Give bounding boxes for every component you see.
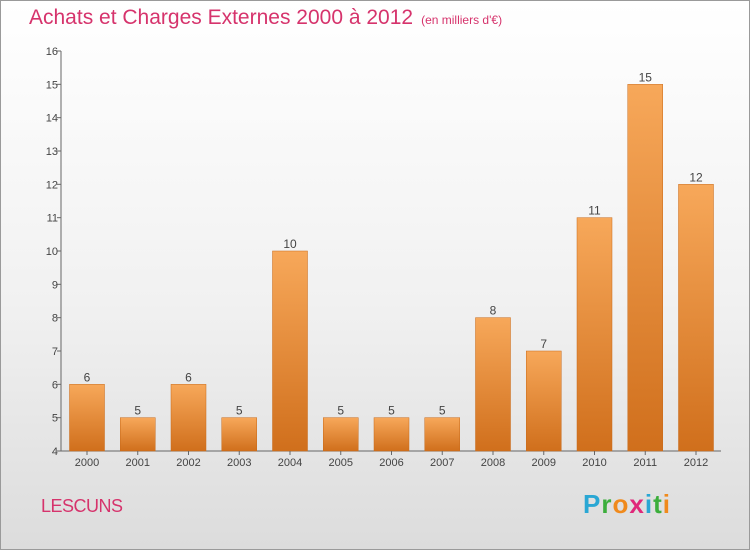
y-tick-label: 6	[52, 379, 58, 391]
x-tick-label: 2008	[481, 457, 505, 469]
y-tick-label: 4	[52, 446, 58, 458]
x-tick-label: 2005	[329, 457, 353, 469]
y-tick-label: 12	[46, 179, 58, 191]
data-label: 8	[490, 304, 497, 318]
logo-letter: o	[612, 489, 630, 519]
bar	[424, 417, 460, 452]
data-label: 15	[639, 70, 653, 84]
y-tick-label: 9	[52, 279, 58, 291]
bar	[678, 184, 714, 452]
x-tick-label: 2006	[379, 457, 403, 469]
commune-name: LESCUNS	[41, 496, 123, 516]
x-tick-label: 2001	[126, 457, 150, 469]
bar	[272, 250, 308, 452]
x-tick-label: 2003	[227, 457, 251, 469]
chart-unit: (en milliers d'€)	[421, 13, 503, 27]
bar	[69, 384, 105, 452]
proxiti-logo[interactable]: Proxiti	[583, 489, 671, 520]
data-label: 12	[689, 170, 703, 184]
data-label: 5	[388, 404, 395, 418]
x-tick-label: 2002	[176, 457, 200, 469]
logo-letter: t	[653, 489, 663, 519]
y-tick-label: 8	[52, 313, 58, 325]
y-tick-label: 13	[46, 146, 58, 158]
bar	[323, 417, 359, 452]
bar	[373, 417, 410, 452]
x-tick-label: 2010	[582, 457, 606, 469]
y-tick-label: 11	[47, 213, 58, 225]
y-tick-label: 10	[46, 246, 58, 258]
x-tick-label: 2012	[684, 457, 708, 469]
data-label: 5	[337, 404, 344, 418]
data-label: 10	[283, 237, 297, 251]
logo-letter: i	[662, 489, 671, 519]
x-tick-label: 2009	[532, 457, 556, 469]
data-label: 5	[134, 404, 141, 418]
y-tick-label: 14	[46, 113, 58, 125]
x-tick-label: 2007	[430, 457, 454, 469]
x-tick-label: 2000	[75, 457, 99, 469]
y-tick-label: 15	[46, 79, 58, 91]
logo-letter: P	[583, 489, 602, 519]
bar	[221, 417, 257, 452]
y-tick-label: 7	[52, 346, 58, 358]
logo-letter: x	[629, 489, 645, 519]
x-tick-label: 2004	[278, 457, 302, 469]
y-tick-label: 5	[52, 413, 58, 425]
bar	[475, 317, 511, 452]
y-tick-label: 16	[46, 46, 58, 58]
chart-title: Achats et Charges Externes 2000 à 2012	[29, 6, 414, 29]
logo-letter: r	[601, 489, 613, 519]
data-label: 5	[236, 404, 243, 418]
data-label: 6	[185, 370, 192, 384]
bar	[576, 217, 613, 452]
logo-letter: i	[644, 489, 654, 519]
bar	[120, 417, 156, 452]
x-tick-label: 2011	[633, 457, 657, 469]
data-label: 6	[84, 370, 91, 384]
bar	[526, 350, 562, 452]
data-label: 7	[540, 337, 547, 351]
data-label: 5	[439, 404, 446, 418]
data-label: 11	[588, 204, 601, 218]
bar	[627, 84, 663, 452]
chart-title-block: Achats et Charges Externes 2000 à 2012 (e…	[29, 6, 502, 30]
bar	[170, 384, 207, 452]
